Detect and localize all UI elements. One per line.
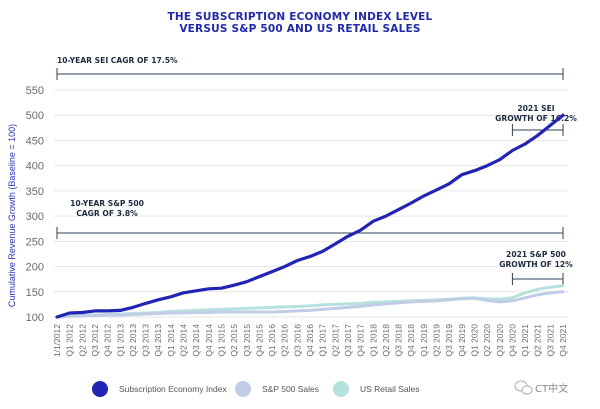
x-tick-label: Q1 2019: [419, 324, 429, 357]
x-tick-label: Q2 2021: [533, 324, 543, 357]
x-tick-label: Q4 2019: [457, 324, 467, 357]
x-tick-label: Q3 2014: [191, 324, 201, 357]
chart-title-line-2: VERSUS S&P 500 AND US RETAIL SALES: [179, 23, 421, 35]
x-tick-label: Q1 2014: [166, 324, 176, 357]
x-tick-label: Q4 2015: [254, 324, 264, 357]
legend-item: S&P 500 Sales: [235, 381, 319, 397]
legend-item: Subscription Economy Index: [92, 381, 227, 397]
x-tick-label: Q4 2013: [153, 324, 163, 357]
watermark-text: CT中文: [535, 382, 568, 395]
x-tick-label: Q3 2016: [292, 324, 302, 357]
y-axis-ticks: 100 150 200 250 300 350 400 450 500 550: [26, 85, 44, 324]
legend-swatch: [92, 381, 108, 397]
x-tick-label: Q1 2015: [216, 324, 226, 357]
x-tick-label: Q2 2017: [330, 324, 340, 357]
x-tick-label: Q3 2018: [394, 324, 404, 357]
y-tick-label: 100: [26, 312, 44, 324]
annotation-text: 2021 SEI: [517, 104, 554, 113]
x-tick-label: Q3 2013: [141, 324, 151, 357]
series-lines: [55, 113, 565, 319]
chart-title: THE SUBSCRIPTION ECONOMY INDEX LEVEL VER…: [0, 11, 600, 35]
y-tick-label: 550: [26, 85, 44, 97]
annotation-text: GROWTH OF 16.2%: [495, 114, 577, 123]
x-tick-label: Q3 2015: [242, 324, 252, 357]
x-tick-label: Q1 2012: [65, 324, 75, 357]
x-tick-label: Q3 2019: [444, 324, 454, 357]
x-tick-label: Q2 2020: [482, 324, 492, 357]
x-tick-label: Q2 2019: [432, 324, 442, 357]
chart-title-line-1: THE SUBSCRIPTION ECONOMY INDEX LEVEL: [167, 11, 433, 23]
y-tick-label: 200: [26, 262, 44, 274]
x-tick-label: Q3 2012: [90, 324, 100, 357]
x-tick-label: Q4 2017: [356, 324, 366, 357]
y-tick-label: 300: [26, 211, 44, 223]
y-tick-label: 350: [26, 186, 44, 198]
legend-label: Subscription Economy Index: [119, 384, 227, 394]
x-tick-label: Q3 2021: [545, 324, 555, 357]
x-tick-label: Q2 2014: [179, 324, 189, 357]
x-tick-label: Q3 2020: [495, 324, 505, 357]
x-tick-label: Q1 2016: [267, 324, 277, 357]
x-tick-label: Q2 2016: [280, 324, 290, 357]
x-tick-label: Q1 2018: [368, 324, 378, 357]
x-tick-label: Q4 2012: [103, 324, 113, 357]
series-line-s-p-500-sales: [55, 290, 565, 319]
legend-item: US Retail Sales: [333, 381, 420, 397]
legend-swatch: [333, 381, 349, 397]
annotation-text: 10-YEAR S&P 500: [70, 199, 144, 208]
annotation-text: GROWTH OF 12%: [499, 260, 573, 269]
y-tick-label: 500: [26, 110, 44, 122]
y-axis-label: Cumulative Revenue Growth (Baseline = 10…: [7, 124, 17, 307]
annotation-bracket: 10-YEAR SEI CAGR OF 17.5%: [56, 56, 564, 80]
gridlines: [54, 89, 568, 318]
legend-label: US Retail Sales: [360, 384, 420, 394]
y-tick-label: 250: [26, 236, 44, 248]
legend-label: S&P 500 Sales: [262, 384, 319, 394]
x-tick-label: Q1 2017: [318, 324, 328, 357]
annotation-text: CAGR OF 3.8%: [76, 209, 138, 218]
x-tick-label: Q1 2013: [115, 324, 125, 357]
y-tick-label: 450: [26, 135, 44, 147]
x-tick-label: Q4 2020: [507, 324, 517, 357]
y-tick-label: 400: [26, 161, 44, 173]
x-tick-label: Q2 2015: [229, 324, 239, 357]
wechat-icon: [514, 380, 533, 395]
annotation-text: 2021 S&P 500: [506, 250, 566, 259]
x-tick-label: Q4 2021: [558, 324, 568, 357]
x-tick-label: Q2 2013: [128, 324, 138, 357]
y-tick-label: 150: [26, 287, 44, 299]
x-tick-label: Q1 2020: [469, 324, 479, 357]
legend-swatch: [235, 381, 251, 397]
x-tick-label: Q2 2012: [77, 324, 87, 357]
annotations: 10-YEAR SEI CAGR OF 17.5%2021 SEIGROWTH …: [56, 56, 577, 285]
annotation-text: 10-YEAR SEI CAGR OF 17.5%: [57, 56, 178, 65]
x-tick-label: Q4 2016: [305, 324, 315, 357]
x-tick-label: Q3 2017: [343, 324, 353, 357]
x-tick-label: Q1 2021: [520, 324, 530, 357]
x-axis-ticks: 1/1/2012 Q1 2012 Q2 2012 Q3 2012 Q4 2012 Q1 2…: [52, 324, 568, 357]
legend: Subscription Economy Index S&P 500 Sales U…: [92, 381, 420, 397]
watermark: CT中文: [514, 380, 568, 395]
x-tick-label: Q2 2018: [381, 324, 391, 357]
x-tick-label: 1/1/2012: [52, 324, 62, 357]
x-tick-label: Q4 2014: [204, 324, 214, 357]
x-tick-label: Q4 2018: [406, 324, 416, 357]
series-line-subscription-economy-index: [55, 113, 565, 319]
